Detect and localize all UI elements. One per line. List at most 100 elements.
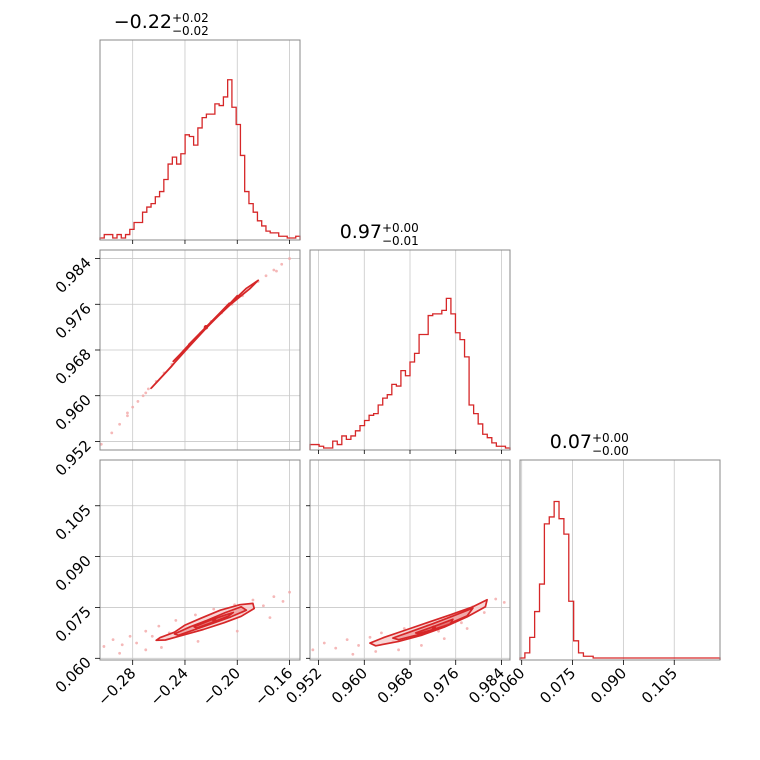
scatter-point (212, 607, 216, 611)
title-minus: −0.01 (382, 234, 419, 248)
scatter-point (135, 641, 139, 645)
scatter-point (146, 387, 150, 391)
scatter-point (502, 600, 506, 604)
scatter-point (288, 257, 291, 260)
panel-2-0 (99, 459, 301, 661)
scatter-point (311, 648, 315, 652)
scatter-point (460, 621, 463, 625)
scatter-point (141, 394, 145, 398)
contour-level-1 (392, 607, 474, 641)
title-plus: +0.00 (382, 221, 419, 235)
contour-level-2 (188, 302, 231, 346)
x-tick-label: 0.075 (536, 664, 579, 707)
contour-level-0 (369, 598, 488, 647)
density-peak (212, 617, 217, 623)
scatter-point (442, 637, 446, 641)
scatter-point (420, 644, 423, 647)
y-tick-label: 0.105 (52, 501, 95, 544)
title-param-1: 0.97 +0.00−0.01 (340, 221, 419, 248)
scatter-point (264, 274, 268, 278)
title-plus: +0.02 (172, 11, 209, 25)
scatter-point (288, 590, 291, 594)
title-param-0: −0.22 +0.02−0.02 (114, 11, 209, 38)
scatter-point (144, 629, 148, 633)
scatter-point (437, 629, 440, 633)
scatter-point (111, 638, 115, 642)
title-param-2: 0.07 +0.00−0.00 (550, 431, 629, 458)
y-tick-label: 0.984 (52, 254, 95, 297)
title-minus: −0.02 (172, 24, 209, 38)
scatter-point (144, 391, 148, 395)
scatter-point (118, 422, 122, 426)
scatter-point (261, 604, 265, 608)
scatter-point (160, 646, 163, 649)
grid-layer (100, 40, 675, 660)
scatter-point (110, 431, 114, 435)
x-tick-label: −0.20 (199, 664, 244, 709)
scatter-point (357, 644, 360, 647)
x-tick-label: 0.960 (328, 664, 371, 707)
x-tick-label: 0.976 (419, 664, 462, 707)
scatter-point (402, 627, 406, 630)
scatter-point (131, 405, 135, 409)
x-tick-label: 0.090 (587, 664, 630, 707)
scatter-point (194, 613, 197, 617)
scatter-point (174, 618, 178, 622)
scatter-point (272, 595, 276, 599)
scatter-point (128, 634, 132, 638)
x-tick-label: 0.105 (638, 664, 681, 707)
y-tick-label: 0.090 (52, 552, 95, 595)
scatter-point (268, 616, 272, 620)
scatter-point (281, 599, 285, 603)
histogram-1 (309, 297, 511, 450)
scatter-point (465, 627, 469, 630)
histogram-2 (519, 500, 721, 660)
scatter-point (144, 648, 148, 652)
scatter-point (196, 639, 200, 643)
scatter-point (120, 643, 124, 647)
scatter-point (136, 400, 140, 403)
scatter-point (374, 650, 378, 653)
scatter-point (351, 652, 355, 656)
scatter-point (334, 646, 338, 650)
ticks-layer: −0.28 −0.24 −0.20 −0.160.952 0.960 0.968 0.976… (52, 240, 681, 709)
panel-2-2 (519, 459, 721, 661)
scatter-point (494, 597, 498, 601)
scatter-point (102, 645, 106, 648)
scatter-point (368, 635, 372, 639)
scatter-point (150, 634, 154, 638)
y-tick-label: 0.060 (52, 653, 95, 696)
title-median: 0.07 (550, 431, 592, 453)
scatter-point (99, 442, 103, 446)
y-tick-label: 0.968 (52, 345, 95, 388)
scatter-point (126, 411, 129, 415)
title-median: −0.22 (114, 11, 172, 33)
scatter-point (275, 269, 278, 273)
y-tick-label: 0.960 (52, 391, 95, 434)
y-tick-label: 0.976 (52, 299, 95, 342)
scatter-point (482, 611, 486, 614)
scatter-point (235, 629, 239, 633)
scatter-point (397, 648, 400, 652)
panel-0-0 (99, 39, 301, 241)
scatter-point (272, 268, 276, 272)
histogram-0 (99, 79, 301, 240)
scatter-point (280, 262, 284, 266)
scatter-point (345, 638, 349, 642)
x-tick-label: −0.28 (94, 664, 139, 709)
title-plus: +0.00 (592, 431, 629, 445)
density-peak (431, 625, 437, 630)
scatter-point (251, 598, 255, 602)
titles-layer: −0.22 +0.02−0.020.97 +0.00−0.010.07 +0.00−0… (114, 11, 629, 458)
title-minus: −0.00 (592, 444, 629, 458)
scatter-point (380, 631, 383, 635)
title-median: 0.97 (340, 221, 382, 243)
data-layer (99, 79, 721, 660)
y-tick-label: 0.075 (52, 603, 95, 646)
scatter-point (322, 641, 326, 645)
x-tick-label: −0.24 (147, 664, 192, 709)
y-tick-label: 0.952 (52, 437, 95, 480)
scatter-point (126, 414, 129, 418)
scatter-point (157, 624, 161, 628)
